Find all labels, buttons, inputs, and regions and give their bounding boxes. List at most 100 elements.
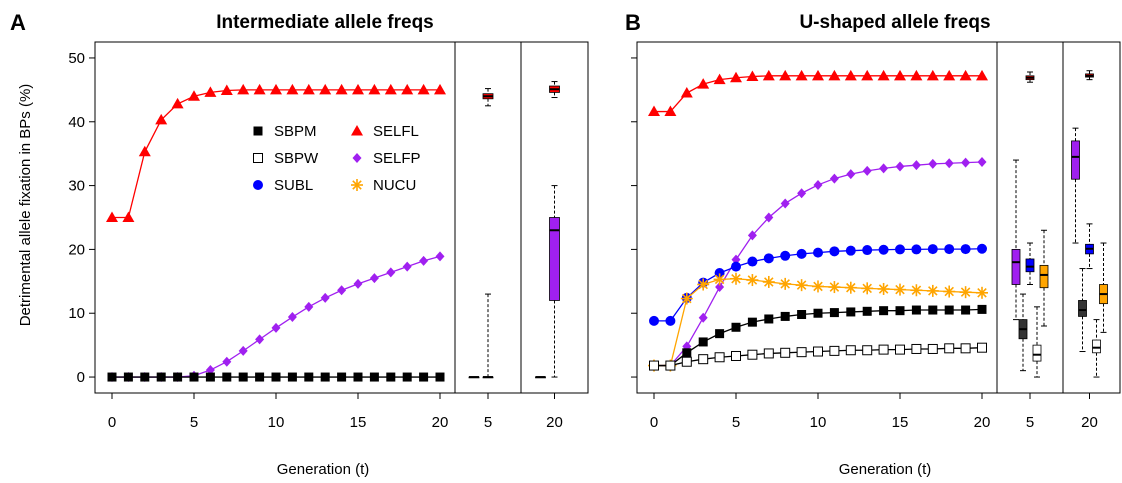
x-tick-label: 20	[432, 414, 449, 431]
legend-marker-sbpm	[253, 126, 263, 136]
point-nucu	[713, 273, 726, 286]
point-selfl	[220, 84, 233, 96]
point-subl	[731, 261, 741, 272]
point-sbpm	[140, 372, 150, 382]
point-sbpm	[928, 305, 938, 315]
legend-item-sbpw: SBPW	[253, 150, 319, 167]
point-selfl	[762, 69, 775, 81]
point-sbpm	[435, 372, 445, 382]
point-selfl	[368, 83, 381, 95]
point-selfl	[188, 90, 200, 101]
point-selfp	[320, 292, 330, 303]
box	[1032, 344, 1042, 362]
point-subl	[878, 244, 889, 255]
boxplot-subl	[1085, 223, 1094, 270]
point-selfl	[253, 83, 266, 95]
point-sbpw	[813, 346, 823, 357]
point-selfp	[337, 285, 347, 296]
point-selfl	[138, 145, 151, 157]
panel-a-title: Intermediate allele freqs	[216, 12, 434, 33]
point-sbpw	[698, 354, 709, 365]
point-selfp	[402, 261, 412, 272]
panel-a: A Intermediate allele freqs Detrimental …	[10, 10, 589, 478]
panel-a-plot: 0 10 20 30 40 50 0 5 10 15 20 5 20	[68, 41, 589, 431]
panel-b-x-axis-label: Generation (t)	[839, 461, 932, 478]
panel-letter-b: B	[625, 10, 641, 35]
boxplot-nucu	[1039, 229, 1049, 327]
point-sbpm	[386, 372, 396, 382]
legend-item-nucu: NUCU	[351, 177, 416, 194]
point-selfp	[304, 301, 314, 312]
x-tick-label: 15	[892, 414, 909, 431]
y-tick-label: 20	[68, 241, 85, 258]
point-selfp	[747, 230, 757, 241]
point-selfl	[877, 69, 890, 81]
point-sbpm	[320, 372, 330, 382]
point-selfp	[797, 188, 807, 199]
y-tick-label: 40	[68, 114, 85, 131]
point-subl	[649, 315, 659, 326]
point-sbpw	[747, 349, 758, 360]
point-sbpm	[764, 314, 774, 324]
x-tick-label: 10	[810, 414, 827, 431]
point-sbpm	[123, 372, 133, 382]
point-selfp	[731, 254, 741, 265]
point-sbpm	[402, 372, 412, 382]
point-subl	[927, 244, 938, 255]
point-sbpm	[780, 311, 790, 321]
point-sbpm	[189, 372, 199, 382]
point-selfp	[715, 282, 725, 293]
point-nucu	[861, 282, 874, 295]
point-sbpm	[797, 310, 807, 320]
point-nucu	[959, 286, 972, 299]
x-tick-label: 5	[732, 414, 740, 431]
point-sbpm	[829, 308, 839, 318]
point-sbpm	[682, 348, 692, 358]
legend-item-subl: SUBL	[253, 177, 313, 194]
y-tick-label: 50	[68, 50, 85, 67]
point-selfl	[286, 83, 299, 95]
point-sbpm	[944, 305, 954, 315]
series-line-selfp	[654, 161, 983, 367]
point-selfl	[417, 83, 430, 95]
box	[1071, 140, 1080, 180]
point-subl	[747, 256, 758, 267]
point-selfp	[961, 157, 971, 168]
box-x-tick-label: 5	[1026, 414, 1034, 431]
point-selfl	[237, 83, 250, 95]
point-selfp	[287, 312, 297, 323]
point-sbpw	[960, 343, 971, 354]
point-selfl	[204, 86, 217, 97]
box	[1025, 258, 1035, 273]
point-sbpm	[156, 372, 166, 382]
boxplot-selfl	[1025, 71, 1035, 83]
point-sbpm	[287, 372, 297, 382]
boxplot-selfp	[482, 293, 494, 379]
point-selfl	[976, 69, 988, 81]
point-selfp	[369, 273, 379, 284]
boxplot-nucu	[1099, 242, 1108, 333]
point-sbpm	[107, 372, 117, 382]
point-selfl	[844, 69, 857, 81]
point-selfp	[435, 251, 445, 262]
point-sbpw	[944, 343, 955, 354]
box	[1092, 339, 1101, 354]
point-selfl	[959, 69, 972, 81]
point-sbpw	[763, 348, 774, 359]
panel-a-x-axis-label: Generation (t)	[277, 461, 370, 478]
point-sbpm	[205, 372, 215, 382]
point-selfp	[698, 312, 708, 323]
legend-label-sbpw: SBPW	[274, 150, 319, 167]
point-selfl	[730, 71, 742, 83]
point-sbpw	[731, 350, 741, 361]
point-selfp	[205, 365, 215, 376]
point-selfp	[238, 345, 248, 356]
legend-label-selfl: SELFL	[373, 123, 419, 140]
box-x-tick-label: 5	[484, 414, 492, 431]
point-sbpm	[222, 372, 232, 382]
point-selfl	[401, 83, 414, 95]
point-selfl	[812, 69, 824, 81]
point-sbpw	[911, 343, 922, 354]
point-selfl	[828, 69, 841, 81]
point-selfl	[319, 83, 332, 95]
